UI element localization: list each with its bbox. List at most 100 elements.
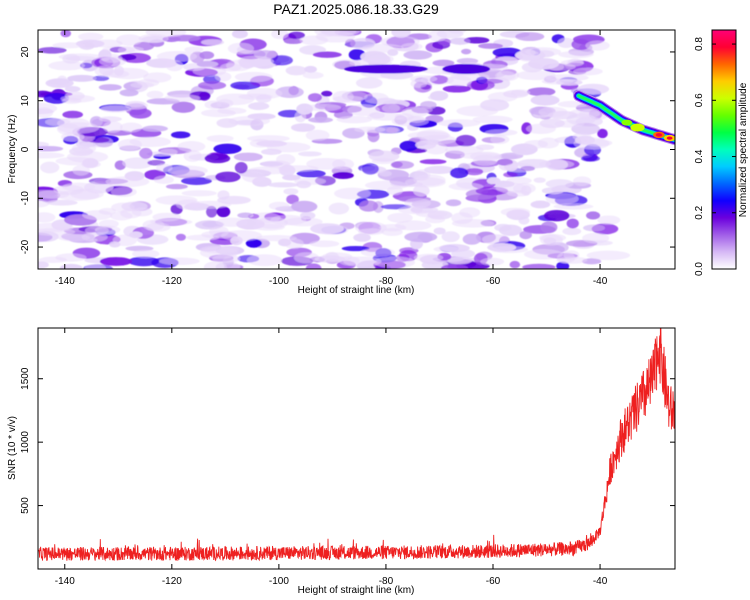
spectrogram-noise-blob [543,209,570,222]
spectrogram-haze-blob [371,158,396,165]
spectrogram-haze-blob [220,230,263,242]
spectrogram-haze-blob [544,74,589,82]
spectrogram-haze-blob [165,60,184,72]
spectrogram-haze-blob [503,162,536,173]
spectrogram-haze-blob [117,138,143,151]
spectrogram-y-tick-label: 0 [20,146,31,152]
spectrogram-noise-blob [423,165,455,174]
spectrogram-noise-blob [509,260,521,269]
spectrogram-haze-blob [186,234,220,241]
spectrogram-haze-blob [52,42,86,49]
figure-title: PAZ1.2025.086.18.33.G29 [273,1,439,17]
spectrogram-haze-blob [460,152,503,160]
spectrogram-noise-blob [557,37,575,48]
spectrogram-haze-blob [227,42,255,55]
spectrogram-noise-blob [413,184,430,197]
spectrogram-haze-blob [428,30,448,42]
spectrogram-haze-blob [241,171,266,183]
spectrogram-noise-blob [562,227,582,236]
spectrogram-haze-blob [146,90,164,99]
spectrogram-haze-blob [266,142,311,153]
snr-y-tick-label: 1500 [20,367,31,390]
spectrogram-haze-blob [238,93,273,100]
spectrogram-haze-blob [496,69,520,82]
spectrogram-noise-blob [420,100,437,110]
spectrogram-haze-blob [82,210,113,221]
snr-frame [37,327,676,570]
spectrogram-noise-blob [580,155,600,162]
spectrogram-noise-blob [171,101,196,113]
spectrogram-haze-blob [332,95,365,103]
spectrogram-noise-blob [38,46,67,54]
spectrogram-noise-blob [291,123,316,132]
spectrogram-signal-peak [630,123,645,132]
spectrogram-noise-blob [234,161,248,174]
spectrogram-noise-blob [46,199,78,206]
spectrogram-noise-blob [355,77,383,89]
colorbar: 0.0 0.2 0.4 0.6 0.8 Normalized spectral ampl… [694,29,749,276]
spectrogram-haze-blob [309,240,340,248]
spectrogram-haze-blob [247,254,283,267]
snr-x-label: Height of straight line (km) [298,585,415,596]
spectrogram-noise-blob [67,74,97,82]
spectrogram-noise-blob [283,38,303,45]
spectrogram-noise-blob [433,227,446,235]
spectrogram-haze-blob [424,142,448,155]
spectrogram-haze-blob [387,212,413,223]
spectrogram-noise-blob [462,233,482,245]
spectrogram-haze-blob [524,249,564,260]
spectrogram-noise-blob [441,231,460,243]
spectrogram-haze-blob [525,123,556,134]
spectrogram-blobs [38,30,631,269]
colorbar-tick-label: 0.0 [694,262,705,276]
spectrogram-haze-blob [132,249,160,259]
spectrogram-noise-blob [486,177,501,185]
spectrogram-haze-blob [158,257,200,266]
spectrogram-haze-blob [153,175,174,184]
spectrogram-noise-blob [519,230,532,240]
spectrogram-noise-blob [503,172,518,178]
snr-x-tick-label: -40 [593,576,608,587]
spectrogram-strong-blob [442,64,491,75]
spectrogram-noise-blob [541,187,565,195]
spectrogram-haze-blob [102,46,144,53]
spectrogram-noise-blob [128,256,160,267]
spectrogram-noise-blob [449,37,471,45]
snr-y-tick-label: 500 [20,497,31,514]
spectrogram-haze-blob [404,177,446,188]
spectrogram-haze-blob [394,220,432,231]
spectrogram-haze-blob [255,234,297,242]
spectrogram-haze-blob [585,40,610,51]
spectrogram-haze-blob [125,100,146,108]
spectrogram-noise-blob [294,111,307,123]
spectrogram-x-tick-label: -60 [486,276,501,287]
spectrogram-noise-blob [586,211,601,220]
spectrogram-x-tick-label: -140 [55,276,75,287]
spectrogram-haze-blob [407,131,451,140]
spectrogram-haze-blob [130,81,155,89]
spectrogram-signal-peak [666,136,673,140]
spectrogram-noise-blob [445,199,462,207]
spectrogram-noise-blob [288,31,305,40]
spectrogram-haze-blob [58,53,103,61]
spectrogram-noise-blob [286,194,299,205]
spectrogram-y-tick-label: 20 [20,46,31,58]
spectrogram-noise-blob [597,128,608,139]
spectrogram-noise-blob [545,179,574,189]
spectrogram-haze-blob [510,89,531,97]
spectrogram-haze-blob [448,182,484,191]
spectrogram-haze-blob [572,176,592,187]
spectrogram-noise-blob [367,130,380,143]
spectrogram-noise-blob [139,147,153,159]
spectrogram-noise-blob [391,30,411,38]
spectrogram-haze-blob [582,232,610,244]
snr-y-tick-label: 1000 [20,431,31,454]
spectrogram-strong-blob [343,64,428,74]
spectrogram-x-tick-label: -100 [269,276,289,287]
spectrogram-haze-blob [425,215,446,224]
spectrogram-haze-blob [112,234,137,247]
spectrogram-haze-blob [302,71,324,79]
spectrogram-haze-blob [271,30,289,40]
spectrogram-haze-blob [523,140,548,149]
spectrogram-haze-blob [206,134,234,143]
